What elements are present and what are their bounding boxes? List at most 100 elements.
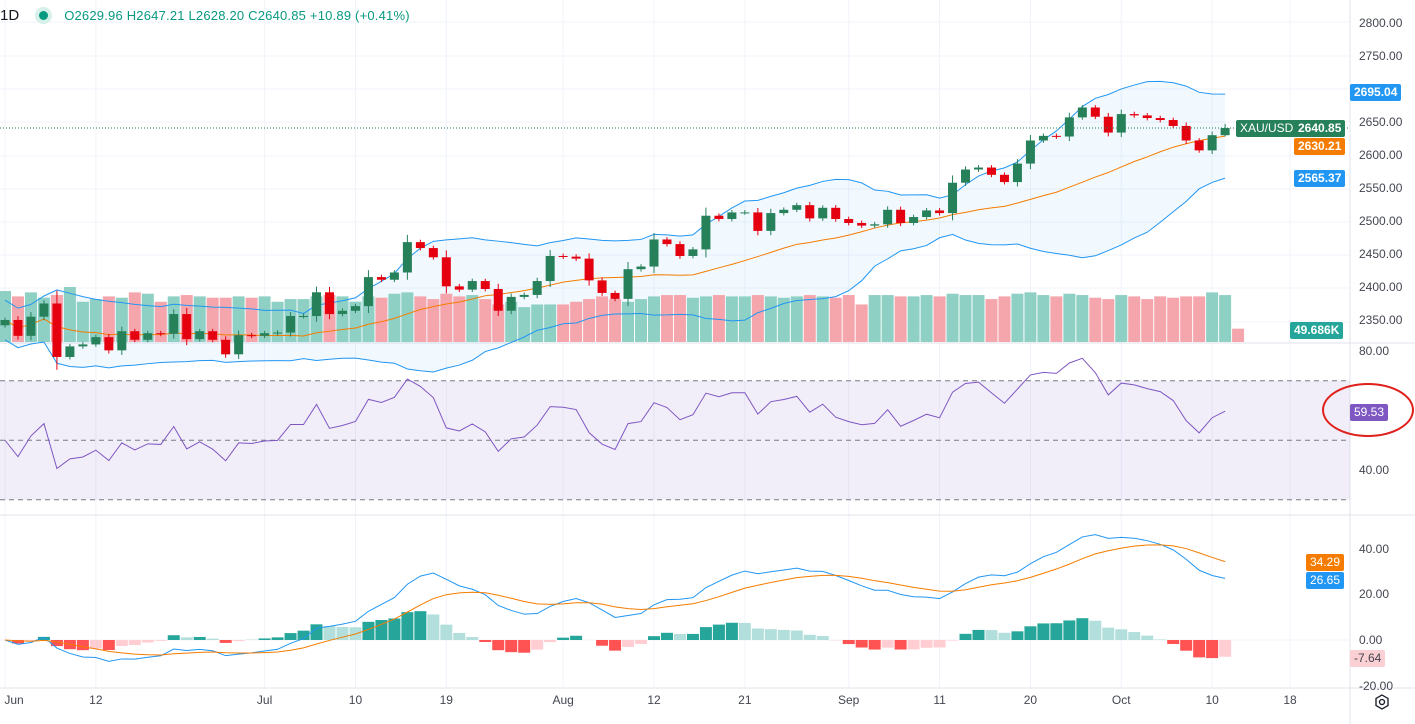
time-axis-tick: Jul [256, 693, 273, 707]
volume-bar [764, 296, 777, 342]
volume-bar [1115, 295, 1128, 342]
time-axis-tick: 20 [1023, 693, 1038, 707]
volume-bar [557, 304, 570, 342]
volume-bar [998, 296, 1011, 342]
volume-bar [453, 296, 466, 342]
macd-histogram-bar [1206, 640, 1219, 659]
volume-bar [829, 297, 842, 342]
candle-body [273, 332, 283, 334]
macd-histogram-bar [219, 640, 232, 643]
candle-body [350, 306, 360, 311]
macd-histogram-bar [920, 640, 933, 648]
macd-histogram-bar [362, 621, 375, 640]
settings-gear-icon[interactable] [1374, 694, 1390, 710]
macd-histogram-bar [466, 637, 479, 640]
candle-body [1090, 107, 1100, 117]
macd-histogram-bar [699, 627, 712, 640]
macd-histogram-bar [440, 624, 453, 640]
macd-histogram-bar [492, 640, 505, 651]
candle-body [143, 333, 153, 340]
candle-body [584, 258, 594, 281]
volume-bar [102, 296, 115, 342]
candle-body [792, 205, 802, 210]
candle-body [999, 174, 1009, 183]
candle-body [857, 222, 867, 226]
macd-histogram-bar [258, 638, 271, 640]
candle-body [376, 277, 386, 280]
macd-axis-tick: 40.00 [1359, 541, 1390, 556]
candle-body [182, 314, 192, 340]
macd-histogram-bar [154, 640, 167, 641]
candle-body [78, 344, 88, 347]
candle-body [986, 167, 996, 175]
candle-body [13, 320, 23, 336]
candle-body [532, 281, 542, 295]
candle-body [688, 249, 698, 256]
time-axis-tick: 19 [439, 693, 453, 707]
candle-body [1077, 107, 1087, 118]
volume-bar [1180, 296, 1193, 342]
candle-body [1207, 135, 1217, 151]
candle-body [441, 257, 451, 287]
macd-histogram-bar [855, 640, 868, 648]
volume-bar [518, 307, 531, 342]
candle-body [1142, 115, 1152, 119]
macd-histogram-bar [102, 640, 115, 650]
volume-bar [544, 304, 557, 342]
macd-histogram-bar [180, 637, 193, 640]
macd-histogram-bar [790, 630, 803, 640]
macd-histogram-bar [50, 640, 63, 647]
volume-bar [1024, 292, 1037, 342]
macd-histogram-bar [648, 636, 660, 640]
volume-bar [868, 295, 881, 342]
candle-body [844, 219, 854, 223]
candle-body [831, 207, 841, 220]
volume-bar [816, 296, 829, 342]
macd-histogram-bar [1141, 635, 1154, 640]
rsi-line [4, 357, 1226, 470]
macd-histogram-bar [972, 629, 985, 640]
candle-body [779, 209, 789, 214]
candle-body [935, 210, 945, 214]
macd-histogram-bar [596, 640, 609, 646]
macd-histogram-bar [1102, 627, 1115, 640]
candle-body [727, 212, 737, 220]
volume-bar [946, 293, 959, 342]
macd-histogram-bar [479, 640, 492, 642]
macd-histogram-bar [570, 635, 583, 640]
macd-histogram-bar [1063, 620, 1076, 640]
candle-body [1103, 116, 1113, 133]
volume-bar [972, 295, 985, 342]
macd-line [4, 534, 1226, 662]
macd-histogram-bar [505, 640, 518, 653]
macd-hist-label: -7.64 [1350, 650, 1386, 667]
macd-histogram-bar [738, 622, 751, 640]
volume-bar [648, 296, 660, 342]
candle-body [896, 209, 906, 223]
volume-bar [219, 297, 232, 342]
price-axis-tick: 2650.00 [1359, 115, 1403, 129]
volume-bar [1232, 328, 1245, 342]
volume-bar [1193, 296, 1206, 342]
macd-histogram-bar [206, 638, 219, 640]
volume-bar [725, 296, 738, 342]
time-axis-tick: Oct [1111, 693, 1131, 707]
timeframe-label[interactable]: 1D [0, 6, 20, 24]
candle-body [312, 292, 322, 317]
candle-body [467, 281, 477, 290]
volume-bar [1076, 295, 1089, 342]
candle-body [52, 303, 62, 357]
bb-upper-label: 2695.04 [1350, 84, 1402, 101]
candle-body [623, 269, 633, 299]
macd-histogram-bar [193, 636, 206, 640]
macd-histogram-bar [1076, 618, 1089, 640]
time-axis-tick: Jun [4, 693, 24, 707]
time-axis-tick: Aug [552, 693, 574, 707]
macd-histogram-bar [998, 632, 1011, 640]
candle-body [1064, 117, 1074, 137]
rsi-axis-tick: 40.00 [1359, 463, 1390, 477]
volume-bar [673, 295, 686, 342]
macd-histogram-bar [297, 630, 310, 640]
macd-histogram-bar [868, 640, 881, 650]
